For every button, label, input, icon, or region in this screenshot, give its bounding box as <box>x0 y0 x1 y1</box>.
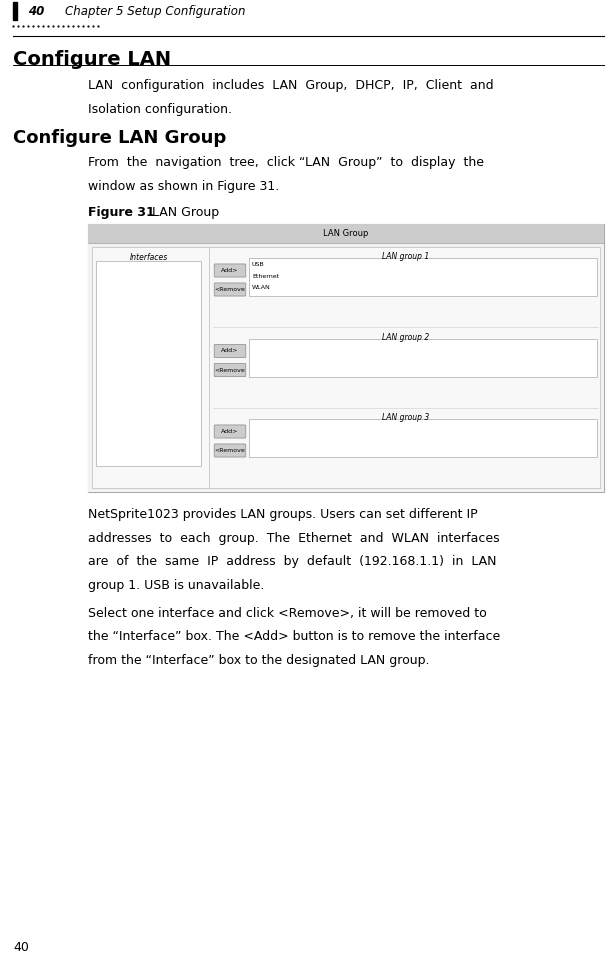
FancyBboxPatch shape <box>214 283 246 296</box>
Text: 40: 40 <box>28 5 44 18</box>
Text: NetSprite1023 provides LAN groups. Users can set different IP: NetSprite1023 provides LAN groups. Users… <box>88 508 477 521</box>
Text: the “Interface” box. The <Add> button is to remove the interface: the “Interface” box. The <Add> button is… <box>88 630 500 644</box>
Text: WLAN: WLAN <box>252 285 271 290</box>
Bar <box>92 247 600 488</box>
Bar <box>249 338 597 377</box>
FancyBboxPatch shape <box>214 444 246 457</box>
Text: <Remove: <Remove <box>214 287 245 292</box>
Text: Select one interface and click <Remove>, it will be removed to: Select one interface and click <Remove>,… <box>88 607 487 620</box>
Bar <box>249 419 597 457</box>
Text: Interfaces: Interfaces <box>129 254 168 262</box>
Text: Configure LAN Group: Configure LAN Group <box>13 129 226 147</box>
Text: LAN group 2: LAN group 2 <box>382 333 429 341</box>
Text: <Remove: <Remove <box>214 367 245 372</box>
Text: addresses  to  each  group.  The  Ethernet  and  WLAN  interfaces: addresses to each group. The Ethernet an… <box>88 531 500 545</box>
Text: 40: 40 <box>13 941 29 954</box>
Text: Chapter 5 Setup Configuration: Chapter 5 Setup Configuration <box>65 5 246 18</box>
Text: Add>: Add> <box>221 429 238 434</box>
Bar <box>88 243 604 492</box>
FancyBboxPatch shape <box>214 264 246 277</box>
Text: from the “Interface” box to the designated LAN group.: from the “Interface” box to the designat… <box>88 654 429 667</box>
FancyBboxPatch shape <box>214 363 246 377</box>
FancyBboxPatch shape <box>214 344 246 358</box>
Text: Figure 31: Figure 31 <box>88 206 155 219</box>
Text: LAN Group: LAN Group <box>148 206 219 219</box>
Bar <box>96 261 201 466</box>
Bar <box>88 224 604 243</box>
Text: Isolation configuration.: Isolation configuration. <box>88 102 232 116</box>
Bar <box>88 224 604 492</box>
Bar <box>13 2 17 20</box>
Text: window as shown in Figure 31.: window as shown in Figure 31. <box>88 179 279 193</box>
Text: LAN group 3: LAN group 3 <box>382 413 429 422</box>
Text: USB: USB <box>252 262 265 267</box>
Text: Add>: Add> <box>221 349 238 354</box>
Text: LAN  configuration  includes  LAN  Group,  DHCP,  IP,  Client  and: LAN configuration includes LAN Group, DH… <box>88 79 493 92</box>
Text: <Remove: <Remove <box>214 448 245 453</box>
Text: From  the  navigation  tree,  click “LAN  Group”  to  display  the: From the navigation tree, click “LAN Gro… <box>88 156 484 169</box>
Text: Ethernet: Ethernet <box>252 274 279 279</box>
FancyBboxPatch shape <box>214 425 246 438</box>
Text: LAN Group: LAN Group <box>323 228 369 238</box>
Bar <box>249 258 597 296</box>
Text: group 1. USB is unavailable.: group 1. USB is unavailable. <box>88 578 264 592</box>
Text: are  of  the  same  IP  address  by  default  (192.168.1.1)  in  LAN: are of the same IP address by default (1… <box>88 555 496 568</box>
Text: LAN group 1: LAN group 1 <box>382 252 429 261</box>
Text: Add>: Add> <box>221 268 238 273</box>
Text: Configure LAN: Configure LAN <box>13 50 171 69</box>
